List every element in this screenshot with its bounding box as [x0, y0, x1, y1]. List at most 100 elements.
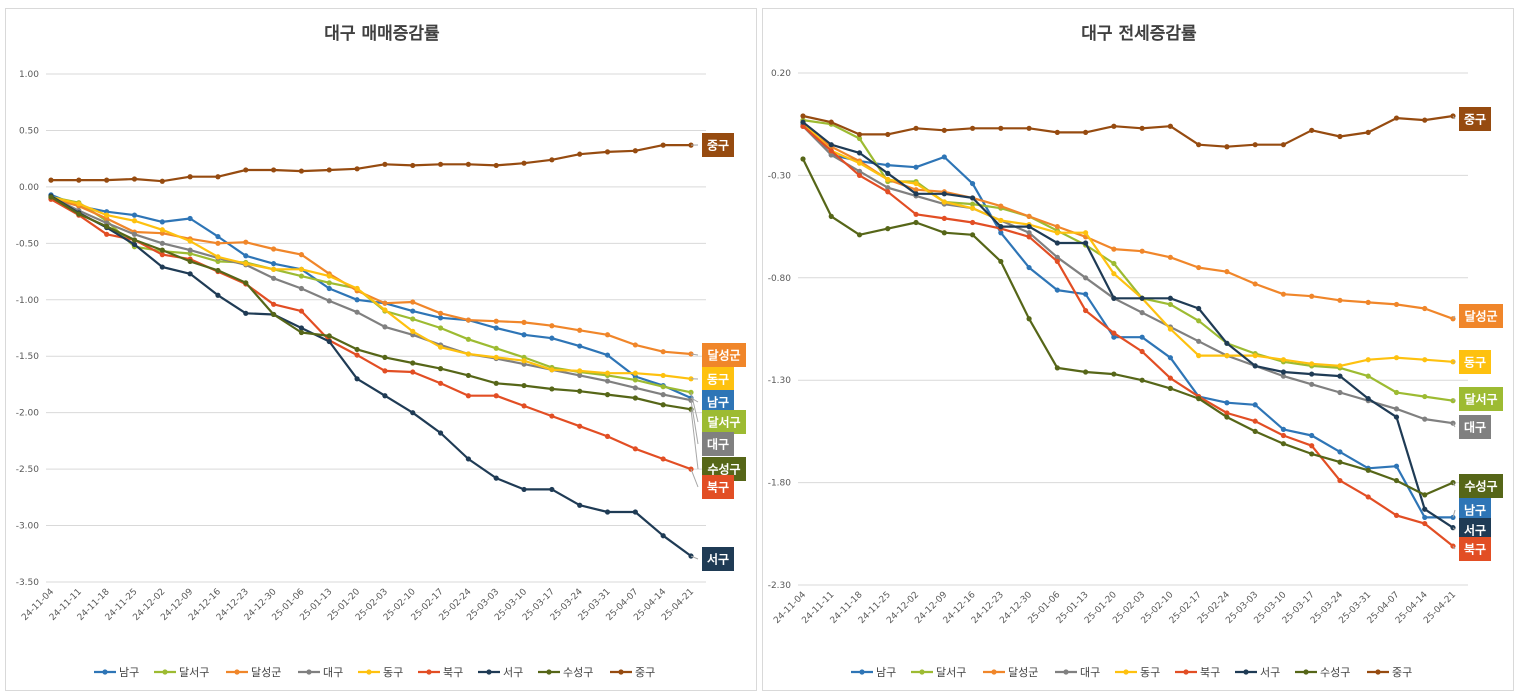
- legend-label: 달서구: [936, 666, 966, 679]
- data-point: [1196, 396, 1202, 402]
- data-point: [1111, 371, 1117, 377]
- y-tick-label: 0.20: [771, 69, 791, 79]
- y-tick-label: 0.50: [19, 126, 39, 136]
- data-point: [437, 380, 444, 386]
- data-point: [521, 382, 527, 389]
- legend-marker: [546, 669, 552, 675]
- data-point: [998, 125, 1004, 131]
- series-달서구: [800, 117, 1456, 404]
- data-point: [271, 266, 277, 272]
- legend-item-서구: 서구: [478, 666, 523, 679]
- data-point: [354, 376, 360, 382]
- legend-item-달성군: 달성군: [983, 666, 1038, 679]
- data-point: [913, 164, 919, 170]
- data-point: [1083, 307, 1089, 314]
- series-line: [51, 144, 691, 183]
- data-point: [298, 308, 305, 314]
- data-point: [885, 189, 891, 195]
- legend-item-달서구: 달서구: [911, 666, 966, 679]
- data-point: [1252, 142, 1258, 148]
- data-point: [159, 219, 165, 225]
- y-tick-label: -1.30: [768, 376, 792, 386]
- data-point: [1167, 385, 1173, 391]
- data-point: [298, 266, 305, 272]
- data-point: [298, 168, 305, 174]
- data-point: [104, 223, 110, 229]
- data-point: [828, 119, 834, 125]
- data-point: [1054, 230, 1060, 236]
- data-point: [632, 385, 638, 391]
- data-point: [577, 343, 583, 349]
- data-point: [913, 219, 919, 226]
- data-point: [382, 354, 388, 360]
- label-leader: [690, 555, 699, 560]
- series-line: [50, 195, 692, 380]
- data-point: [243, 239, 249, 245]
- end-label-box: [1459, 474, 1503, 498]
- data-point: [969, 195, 976, 201]
- data-point: [1252, 281, 1258, 287]
- data-point: [437, 344, 444, 350]
- legend-label: 대구: [323, 666, 343, 679]
- data-point: [885, 131, 891, 138]
- data-point: [577, 327, 583, 333]
- data-point: [913, 211, 919, 217]
- data-point: [326, 333, 332, 339]
- data-point: [1111, 334, 1117, 340]
- data-point: [493, 345, 499, 351]
- data-point: [159, 264, 165, 270]
- data-point: [1252, 353, 1258, 359]
- data-point: [1309, 381, 1315, 387]
- data-point: [1280, 373, 1287, 379]
- data-point: [577, 502, 583, 508]
- legend-label: 남구: [876, 666, 896, 679]
- data-point: [1026, 224, 1032, 230]
- data-point: [1054, 129, 1060, 135]
- end-label-수성구: 수성구: [707, 463, 740, 477]
- legend-item-남구: 남구: [851, 666, 896, 679]
- series-line: [802, 125, 1454, 547]
- end-label-달성군: 달성군: [707, 349, 740, 363]
- legend-label: 서구: [503, 666, 523, 679]
- legend-marker: [102, 669, 108, 675]
- legend-marker: [426, 669, 432, 675]
- data-point: [1083, 291, 1089, 297]
- end-label-box: [702, 133, 734, 157]
- data-point: [410, 328, 416, 334]
- y-tick-label: -1.00: [16, 296, 40, 306]
- data-point: [437, 161, 444, 167]
- data-point: [1054, 254, 1060, 260]
- data-point: [800, 119, 806, 125]
- data-point: [632, 342, 638, 348]
- label-leader: [1452, 509, 1456, 518]
- data-point: [604, 433, 611, 439]
- data-point: [298, 252, 305, 258]
- data-point: [1337, 449, 1343, 455]
- data-point: [1054, 240, 1060, 246]
- data-point: [828, 213, 834, 219]
- data-point: [410, 299, 416, 305]
- data-point: [998, 230, 1004, 236]
- label-leader: [690, 468, 699, 488]
- data-point: [1054, 287, 1060, 293]
- y-tick-label: -0.50: [16, 239, 40, 249]
- data-point: [1026, 234, 1032, 240]
- data-point: [1309, 432, 1315, 439]
- data-point: [1139, 310, 1145, 316]
- end-label-중구: 중구: [707, 139, 729, 153]
- legend-label: 동구: [383, 666, 403, 679]
- data-point: [604, 332, 611, 338]
- data-point: [465, 317, 471, 323]
- data-point: [998, 258, 1004, 265]
- data-point: [215, 254, 221, 260]
- legend-label: 수성구: [1320, 666, 1350, 679]
- data-point: [1365, 129, 1371, 135]
- data-point: [326, 273, 332, 279]
- legend-label: 서구: [1260, 666, 1280, 679]
- data-point: [1309, 293, 1315, 299]
- data-point: [577, 368, 583, 374]
- data-point: [437, 366, 444, 372]
- data-point: [1167, 355, 1173, 361]
- data-point: [1252, 418, 1258, 424]
- data-point: [632, 446, 638, 452]
